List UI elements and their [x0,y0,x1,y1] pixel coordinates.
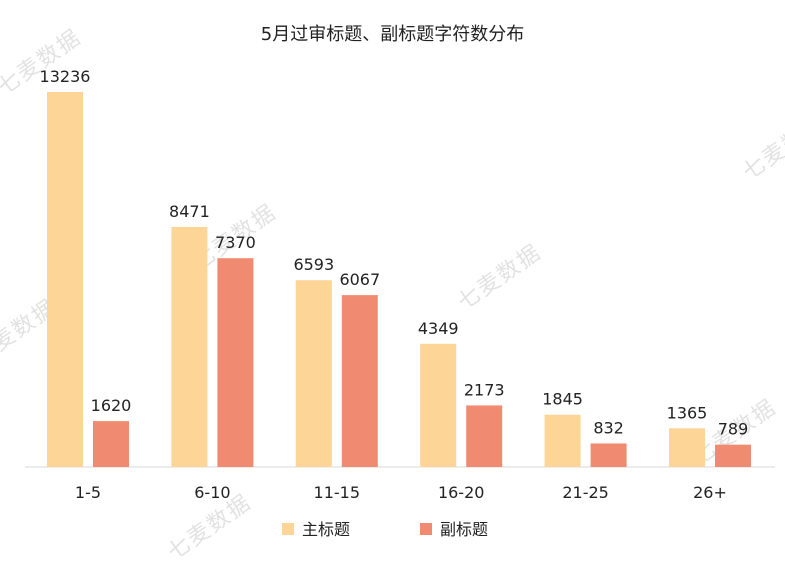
data-label: 1845 [542,390,583,409]
data-label: 7370 [215,233,256,252]
bar-main-26+ [669,428,705,467]
bar-main-1-5 [47,92,83,467]
bar-sub-6-10 [217,258,254,467]
legend-swatch [420,523,432,535]
data-label: 8471 [169,202,210,221]
bar-sub-21-25 [590,443,627,467]
bar-sub-16-20 [466,405,503,467]
bar-main-6-10 [171,227,208,467]
legend-swatch [282,523,294,535]
bar-main-11-15 [295,280,332,467]
data-label: 2173 [464,380,505,399]
data-label: 832 [593,418,624,437]
bar-sub-26+ [715,444,751,467]
x-tick-label: 11-15 [314,483,361,502]
data-label: 1365 [667,403,708,422]
bar-sub-11-15 [341,295,378,467]
data-label: 13236 [40,67,91,86]
legend-label: 副标题 [440,520,488,539]
data-label: 789 [718,420,749,439]
x-tick-label: 21-25 [562,483,609,502]
x-tick-label: 1-5 [75,483,101,502]
x-tick-label: 6-10 [194,483,230,502]
bar-main-21-25 [544,414,581,467]
x-tick-label: 16-20 [438,483,485,502]
data-label: 6593 [293,255,334,274]
legend-label: 主标题 [302,520,350,539]
data-label: 6067 [339,270,380,289]
bar-main-16-20 [420,343,457,467]
data-label: 4349 [418,319,459,338]
data-label: 1620 [91,396,132,415]
x-tick-label: 26+ [693,483,727,502]
chart-title: 5月过审标题、副标题字符数分布 [260,24,525,45]
bar-sub-1-5 [93,421,129,467]
